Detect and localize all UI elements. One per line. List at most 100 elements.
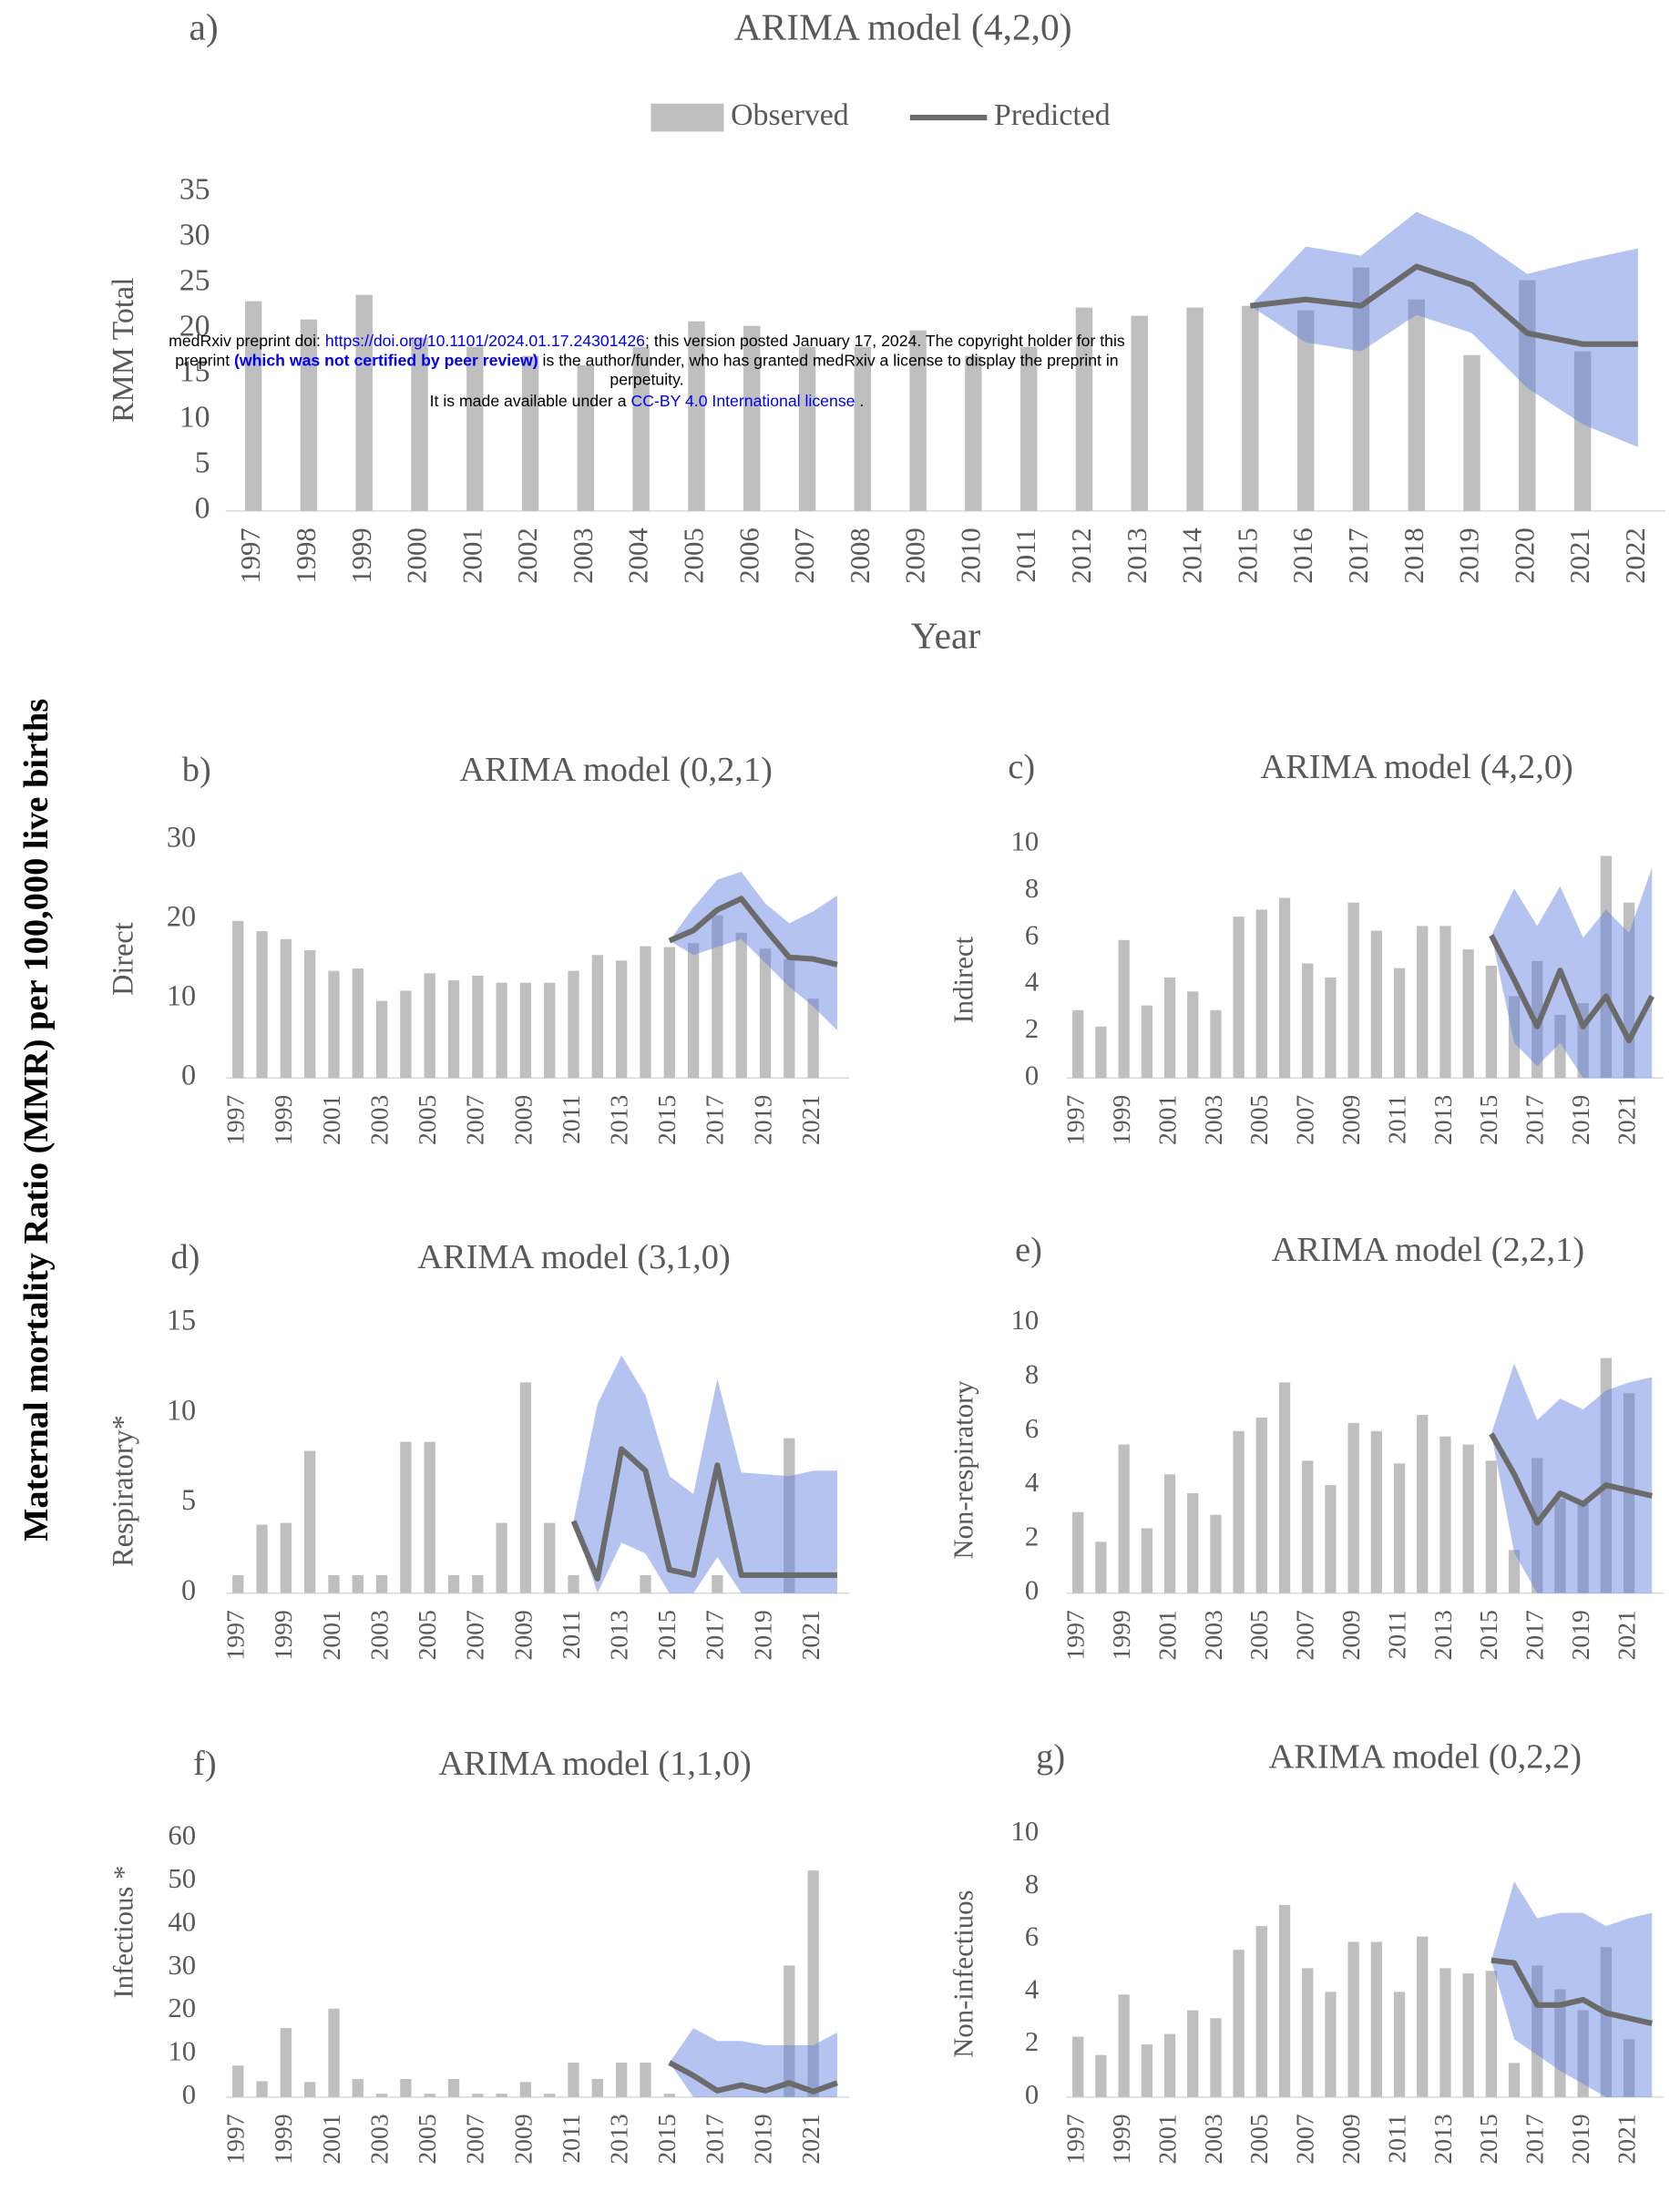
x-tick-label: 2007 [1291, 1610, 1319, 1660]
x-tick-label: 2009 [508, 1610, 537, 1660]
chart-title: ARIMA model (3,1,0) [417, 1238, 731, 1276]
y-axis-label: Infectious * [108, 1866, 138, 1999]
x-tick-label: 2007 [789, 527, 820, 583]
bar [1278, 1905, 1291, 2097]
bar [400, 1441, 412, 1593]
bar [1347, 1941, 1359, 2097]
x-tick-label: 2019 [748, 2114, 776, 2164]
bar [400, 2079, 412, 2097]
x-tick-label: 2001 [1152, 1095, 1181, 1145]
y-tick-label: 6 [1025, 1921, 1039, 1952]
x-tick-label: 2017 [701, 1610, 729, 1660]
bar [519, 982, 532, 1079]
bar [496, 1522, 507, 1593]
bar [472, 1574, 484, 1593]
bar [1233, 917, 1245, 1079]
bar [854, 346, 872, 511]
bar [1141, 1005, 1152, 1079]
chart-title: ARIMA model (4,2,0) [734, 5, 1072, 48]
x-tick-label: 2001 [317, 1095, 345, 1145]
y-tick-label: 30 [168, 1950, 196, 1981]
bar [1233, 1430, 1245, 1593]
x-tick-label: 2015 [1474, 2114, 1502, 2164]
panel-label: d) [170, 1238, 200, 1276]
prediction-interval [669, 2028, 837, 2097]
predicted-line [668, 896, 838, 968]
y-tick-label: 20 [179, 309, 210, 343]
bar [424, 973, 435, 1079]
legend-label: Observed [731, 98, 849, 132]
bar [232, 2065, 244, 2097]
bar [1187, 2010, 1199, 2097]
bar [1302, 1460, 1314, 1593]
bar [472, 975, 484, 1079]
y-tick-label: 0 [1025, 1060, 1039, 1091]
bar [1242, 305, 1259, 511]
x-tick-label: 2017 [1521, 1610, 1549, 1660]
prediction-interval [1490, 867, 1653, 1079]
x-tick-label: 2017 [1343, 527, 1374, 583]
bar [784, 1965, 795, 2097]
bar [256, 2081, 268, 2097]
x-tick-label: 2003 [364, 2114, 393, 2164]
x-tick-label: 2001 [456, 527, 487, 583]
bar [1485, 1460, 1497, 1593]
chart-title: ARIMA model (2,2,1) [1272, 1231, 1585, 1269]
x-tick-label: 2005 [1245, 1095, 1273, 1145]
x-tick-label: 1997 [1061, 1094, 1090, 1144]
bar [1347, 902, 1359, 1079]
x-tick-label: 2021 [796, 1095, 825, 1145]
bar [411, 337, 428, 511]
x-tick-label: 2005 [1245, 2114, 1273, 2164]
x-tick-label: 2011 [1010, 527, 1041, 582]
y-axis-label: Respiratory* [107, 1415, 139, 1567]
panel-label: g) [1036, 1737, 1065, 1776]
bar [1325, 1992, 1337, 2097]
x-tick-label: 2021 [1612, 1610, 1640, 1660]
bar [1141, 1528, 1152, 1593]
x-tick-label: 2005 [413, 1095, 441, 1145]
watermark-segment: ; this version posted January 17, 2024. … [645, 332, 1125, 350]
bar [663, 947, 675, 1079]
bar [256, 1524, 268, 1593]
x-tick-label: 2005 [413, 2114, 441, 2164]
x-tick-label: 2013 [605, 1095, 633, 1145]
bar [1393, 968, 1406, 1079]
y-tick-label: 4 [1025, 1467, 1039, 1498]
panel-label: a) [189, 5, 218, 48]
bar [616, 960, 628, 1079]
bar [1600, 1357, 1613, 1593]
bar [375, 2094, 388, 2097]
x-tick-label: 2017 [701, 1094, 729, 1144]
bar [663, 2094, 675, 2097]
x-tick-label: 2021 [1564, 527, 1595, 583]
bar [1462, 1444, 1474, 1593]
panel-label: c) [1008, 748, 1035, 786]
x-tick-label: 2009 [508, 2114, 537, 2164]
bar [1019, 346, 1038, 511]
bar [400, 990, 412, 1079]
predicted-line [1490, 1957, 1653, 2027]
bar [1233, 1950, 1245, 2097]
x-tick-label: 1997 [221, 1094, 250, 1144]
bar [300, 319, 318, 511]
bar [280, 2028, 292, 2097]
y-tick-label: 30 [167, 820, 196, 853]
bar [640, 1574, 651, 1593]
bar [1463, 354, 1480, 511]
x-tick-label: 2017 [1521, 1094, 1549, 1144]
predicted-line [1489, 1432, 1653, 1526]
bar [352, 2079, 364, 2097]
bar [1623, 2039, 1635, 2097]
x-tick-label: 2011 [557, 1610, 585, 1659]
bar [466, 346, 484, 511]
bar [544, 2094, 556, 2097]
y-tick-label: 0 [181, 1573, 196, 1606]
y-tick-label: 6 [1025, 1413, 1039, 1444]
bar [447, 1574, 460, 1593]
watermark-segment: . [855, 392, 864, 410]
bar [640, 946, 651, 1079]
x-tick-label: 2018 [1398, 527, 1429, 583]
watermark-segment: medRxiv preprint doi: [169, 332, 325, 350]
